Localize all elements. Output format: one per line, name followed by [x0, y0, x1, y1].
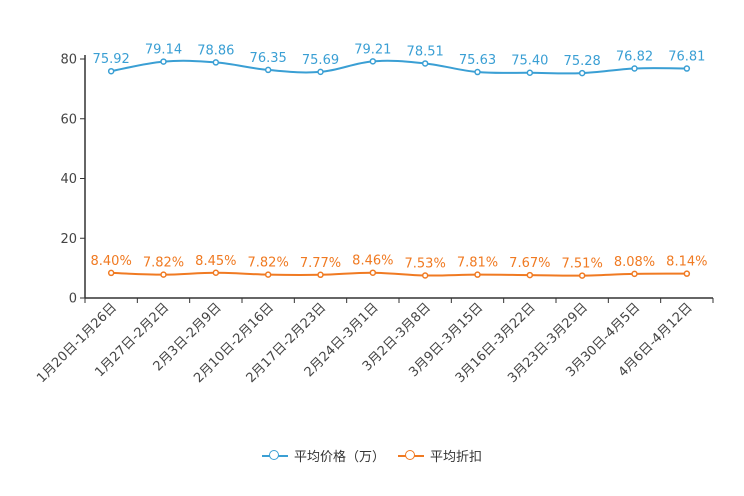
data-point-discount: [631, 270, 638, 278]
data-point-discount: [212, 269, 220, 277]
data-label-price: 79.14: [145, 43, 182, 58]
data-point-price: [264, 66, 272, 74]
y-tick-label: 60: [60, 112, 77, 127]
data-point-price: [317, 68, 324, 76]
legend-item-avg-price[interactable]: 平均价格（万）: [262, 446, 385, 465]
data-point-discount: [160, 271, 167, 278]
data-point-price: [474, 68, 481, 76]
data-label-price: 75.63: [459, 53, 496, 68]
data-label-discount: 7.81%: [457, 256, 498, 271]
data-point-price: [212, 59, 220, 66]
data-point-price: [107, 67, 115, 75]
data-point-price: [421, 60, 429, 67]
data-label-price: 78.51: [407, 44, 444, 59]
data-label-price: 76.35: [250, 51, 287, 66]
legend-label-avg-discount: 平均折扣: [430, 450, 483, 465]
y-tick-label: 0: [69, 292, 77, 307]
legend-item-avg-discount[interactable]: 平均折扣: [398, 446, 482, 465]
y-tick-label: 80: [60, 53, 77, 68]
legend-label-avg-price: 平均价格（万）: [294, 450, 386, 465]
data-label-price: 75.40: [511, 54, 548, 69]
data-label-price: 76.82: [616, 50, 653, 65]
data-label-discount: 8.45%: [195, 254, 236, 269]
data-point-price: [631, 65, 638, 72]
series-layer: 75.92 79.14 78.86 76.35 75.69 79.21 78.51 75.63…: [91, 42, 707, 279]
axes: 0204060801月20日-1月26日1月27日-2月2日2月3日-2月9日2…: [34, 53, 714, 386]
data-label-price: 75.69: [302, 53, 339, 68]
data-point-discount: [421, 272, 429, 279]
data-label-discount: 7.82%: [143, 256, 184, 271]
data-label-discount: 7.53%: [405, 257, 446, 272]
data-point-discount: [578, 272, 586, 279]
data-point-discount: [107, 269, 115, 277]
data-label-discount: 7.51%: [562, 257, 603, 272]
data-point-discount: [474, 271, 481, 278]
data-point-discount: [683, 270, 691, 277]
legend-marker-price-icon: [262, 449, 288, 463]
data-label-discount: 8.46%: [352, 254, 393, 269]
data-label-discount: 8.08%: [614, 255, 655, 270]
data-point-price: [526, 69, 534, 76]
data-label-price: 78.86: [197, 43, 234, 58]
data-point-discount: [526, 271, 534, 279]
data-point-discount: [317, 271, 324, 279]
legend-marker-discount-icon: [398, 449, 424, 463]
y-tick-label: 40: [60, 172, 77, 187]
data-label-discount: 7.67%: [509, 256, 550, 271]
data-point-discount: [264, 271, 272, 278]
data-label-discount: 7.77%: [300, 256, 341, 271]
data-label-discount: 8.14%: [666, 255, 707, 270]
data-point-price: [578, 69, 586, 77]
series-line-discount: [111, 271, 687, 277]
data-point-price: [683, 65, 691, 72]
y-tick-label: 20: [60, 232, 77, 247]
data-label-price: 75.92: [93, 52, 130, 67]
data-point-discount: [369, 269, 377, 276]
data-label-discount: 7.82%: [248, 256, 289, 271]
data-label-price: 76.81: [668, 50, 705, 65]
data-point-price: [369, 58, 377, 65]
series-line-price: [110, 59, 687, 75]
data-label-discount: 8.40%: [91, 254, 132, 269]
data-label-price: 75.28: [564, 54, 601, 69]
data-point-price: [160, 58, 167, 65]
data-label-price: 79.21: [354, 42, 391, 57]
